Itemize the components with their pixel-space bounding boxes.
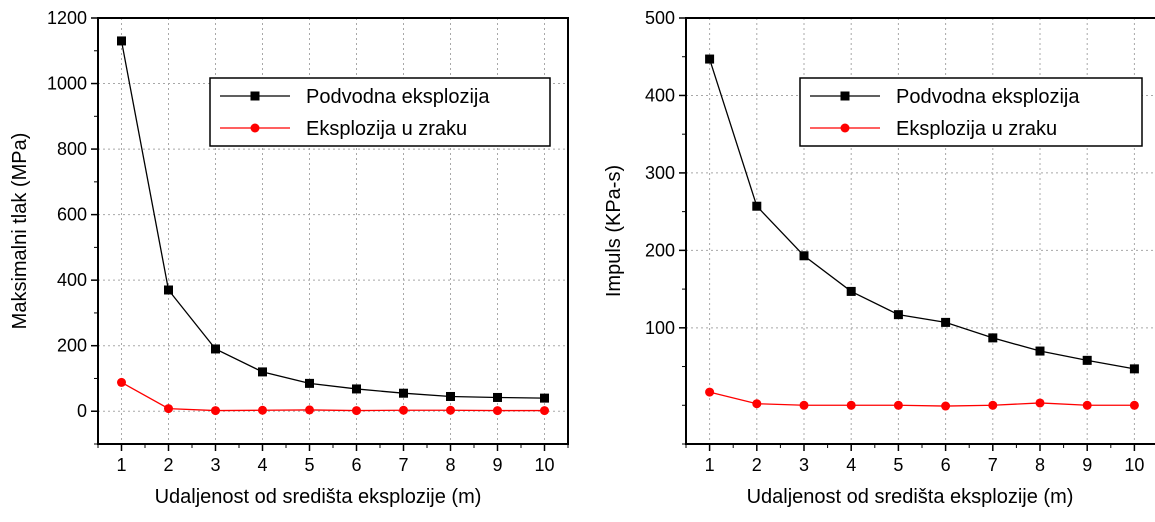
x-tick-label: 5 — [893, 455, 903, 475]
data-point-circle — [705, 387, 715, 397]
series-line — [121, 381, 545, 412]
data-point-circle — [211, 406, 220, 416]
data-point-square — [258, 367, 267, 377]
series-1 — [117, 36, 549, 403]
x-tick-label: 8 — [1035, 455, 1045, 475]
data-point-circle — [540, 406, 549, 416]
data-point-circle — [117, 377, 126, 387]
legend: Podvodna eksplozija Eksplozija u zraku — [209, 77, 551, 147]
chart-1: 1 2 3 4 5 6 7 8 9 10 0 200 400 600 800 1000 1200 Udaljeno… — [9, 8, 569, 508]
legend-box — [799, 77, 1143, 147]
data-point-circle — [1082, 400, 1092, 410]
data-point-circle — [446, 405, 455, 415]
data-point-square — [1129, 364, 1139, 374]
data-point-square — [1035, 346, 1045, 356]
data-point-square — [493, 392, 502, 402]
data-point-circle — [846, 400, 856, 410]
y-tick-label: 400 — [645, 85, 675, 105]
data-point-square — [752, 201, 762, 211]
x-tick-label: 3 — [799, 455, 809, 475]
chart-2: 1 2 3 4 5 6 7 8 9 10 100 200 300 400 500 Udaljenost od … — [603, 8, 1155, 508]
data-point-square — [164, 285, 173, 295]
legend-marker-square — [250, 91, 260, 101]
y-tick-label: 200 — [57, 336, 87, 356]
data-point-square — [846, 286, 856, 296]
data-point-square — [446, 391, 455, 401]
x-tick-label: 2 — [163, 455, 173, 475]
legend-label: Eksplozija u zraku — [306, 118, 467, 140]
data-point-square — [305, 378, 314, 388]
legend-marker-circle — [840, 123, 850, 133]
x-tick-label: 10 — [534, 455, 554, 475]
data-point-square — [988, 333, 998, 343]
data-point-circle — [1129, 400, 1139, 410]
data-point-square — [117, 36, 126, 46]
data-point-circle — [399, 405, 408, 415]
data-point-square — [893, 310, 903, 320]
x-tick-label: 1 — [705, 455, 715, 475]
data-point-circle — [988, 400, 998, 410]
data-point-circle — [493, 406, 502, 416]
data-point-circle — [752, 399, 762, 409]
data-point-circle — [258, 405, 267, 415]
y-tick-label: 300 — [645, 163, 675, 183]
x-tick-label: 9 — [492, 455, 502, 475]
data-point-circle — [352, 406, 361, 416]
series-2 — [117, 377, 549, 416]
legend-label: Eksplozija u zraku — [896, 118, 1057, 140]
data-point-circle — [799, 400, 809, 410]
x-tick-label: 4 — [257, 455, 267, 475]
x-tick-label: 3 — [210, 455, 220, 475]
legend-marker-square — [840, 91, 850, 101]
x-tick-label: 7 — [988, 455, 998, 475]
legend-box — [209, 77, 551, 147]
legend-marker-circle — [250, 123, 260, 133]
y-axis-title: Impuls (KPa-s) — [603, 165, 625, 297]
x-tick-label: 6 — [351, 455, 361, 475]
legend-label: Podvodna eksplozija — [896, 86, 1080, 108]
data-point-square — [1082, 355, 1092, 365]
y-tick-label: 500 — [645, 8, 675, 28]
y-tick-label: 400 — [57, 270, 87, 290]
x-tick-label: 9 — [1082, 455, 1092, 475]
y-tick-label: 100 — [645, 318, 675, 338]
x-axis-title: Udaljenost od središta eksplozije (m) — [155, 486, 482, 508]
data-point-circle — [941, 401, 951, 411]
data-point-square — [399, 388, 408, 398]
series-line — [708, 58, 1135, 370]
y-tick-label: 1000 — [47, 74, 87, 94]
data-point-circle — [164, 404, 173, 414]
x-tick-label: 10 — [1124, 455, 1144, 475]
x-tick-label: 6 — [941, 455, 951, 475]
y-tick-label: 1200 — [47, 8, 87, 28]
series-2 — [705, 387, 1139, 411]
x-axis-title: Udaljenost od središta eksplozije (m) — [747, 486, 1074, 508]
data-point-square — [799, 251, 809, 261]
legend-label: Podvodna eksplozija — [306, 86, 490, 108]
x-tick-label: 2 — [752, 455, 762, 475]
x-tick-label: 1 — [116, 455, 126, 475]
series-line — [120, 40, 545, 399]
data-point-circle — [1035, 398, 1045, 408]
y-tick-label: 800 — [57, 139, 87, 159]
data-point-circle — [893, 400, 903, 410]
y-tick-label: 200 — [645, 240, 675, 260]
data-point-square — [705, 54, 715, 64]
data-point-square — [941, 317, 951, 327]
x-tick-label: 7 — [398, 455, 408, 475]
series-1 — [705, 54, 1139, 374]
y-tick-label: 0 — [77, 401, 87, 421]
legend: Podvodna eksplozija Eksplozija u zraku — [799, 77, 1143, 147]
x-tick-label: 4 — [846, 455, 856, 475]
data-point-square — [540, 393, 549, 403]
y-tick-label: 600 — [57, 205, 87, 225]
series-line — [709, 391, 1135, 407]
x-tick-label: 8 — [445, 455, 455, 475]
data-point-square — [211, 344, 220, 354]
y-axis-title: Maksimalni tlak (MPa) — [9, 133, 31, 330]
x-tick-label: 5 — [304, 455, 314, 475]
data-point-square — [352, 384, 361, 394]
data-point-circle — [305, 405, 314, 415]
